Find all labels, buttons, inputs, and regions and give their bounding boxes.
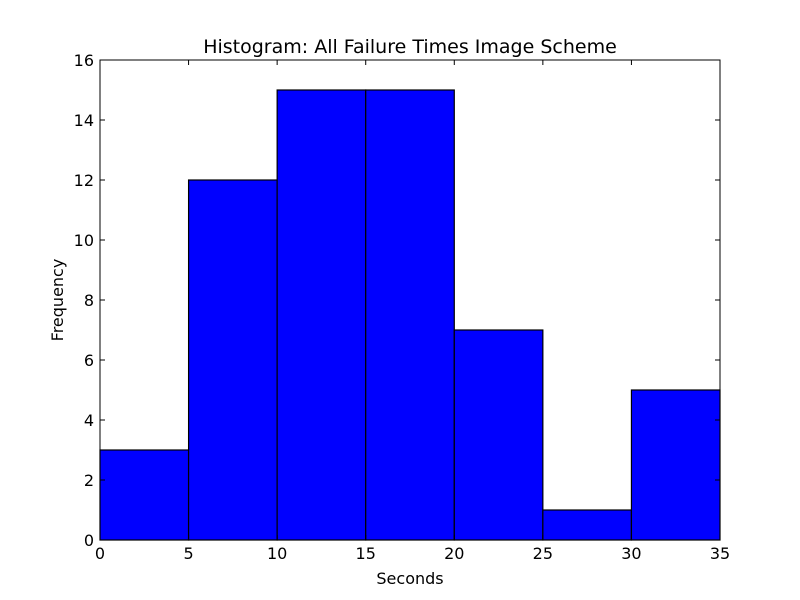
histogram-bar-15-20 <box>365 89 455 541</box>
x-tick-label-10: 10 <box>267 544 287 563</box>
x-tick-label-30: 30 <box>621 544 641 563</box>
x-tick-label-15: 15 <box>356 544 376 563</box>
y-tick-label-4: 4 <box>84 411 94 430</box>
y-tick-label-12: 12 <box>74 171 94 190</box>
x-tick-label-5: 5 <box>183 544 193 563</box>
bars-group <box>99 89 721 541</box>
x-tick-label-35: 35 <box>710 544 730 563</box>
x-tick-label-0: 0 <box>95 544 105 563</box>
y-tick-label-10: 10 <box>74 231 94 250</box>
histogram-bar-0-5 <box>99 449 190 541</box>
histogram-bar-25-30 <box>542 509 633 541</box>
histogram-bar-20-25 <box>453 329 544 541</box>
ticks-group: 0 5 10 15 20 25 30 35 0 2 4 6 8 10 12 14 16 <box>74 51 731 563</box>
x-tick-label-20: 20 <box>444 544 464 563</box>
y-tick-label-8: 8 <box>84 291 94 310</box>
y-tick-label-14: 14 <box>74 111 94 130</box>
x-axis-label: Seconds <box>376 569 443 588</box>
x-tick-label-25: 25 <box>533 544 553 563</box>
chart-title: Histogram: All Failure Times Image Schem… <box>203 36 617 58</box>
histogram-bar-10-15 <box>276 89 367 541</box>
y-tick-label-16: 16 <box>74 51 94 70</box>
histogram-bar-5-10 <box>187 179 278 541</box>
histogram-bar-30-35 <box>630 389 721 541</box>
y-tick-label-2: 2 <box>84 471 94 490</box>
plot-frame <box>99 59 721 541</box>
y-tick-label-6: 6 <box>84 351 94 370</box>
y-axis-label: Frequency <box>48 259 67 342</box>
y-tick-label-0: 0 <box>84 531 94 550</box>
